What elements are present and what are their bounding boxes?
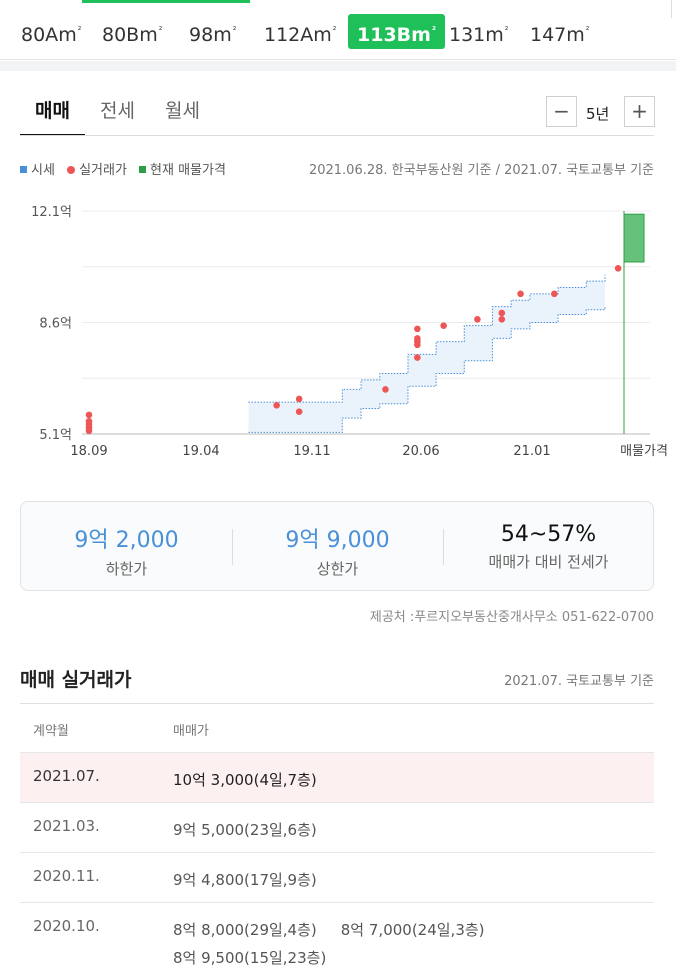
tab-monthly-rent[interactable]: 월세 [165,100,200,122]
market-price-lower-line [248,306,606,433]
upper-price-value: 9억 9,000 [285,528,390,553]
market-price-upper-line [248,274,606,403]
real-deal-point [414,335,421,342]
transactions-table: 계약월 매매가 2021.07. 10억 3,000(4일,7층) 2021.0… [20,703,654,980]
size-tab-98[interactable]: 98m² [189,24,237,46]
square-icon [139,166,147,173]
divider [443,529,444,565]
real-deal-point [517,290,524,298]
divider [232,529,233,565]
period-decrease-button[interactable]: − [546,96,577,127]
x-tick-label: 19.11 [293,444,330,459]
lower-price-label: 하한가 [105,560,148,578]
legend-market-price: 시세 [20,163,59,178]
real-deal-point [295,408,303,415]
size-tab-113b[interactable]: 113Bm² [348,14,445,49]
size-tab-80a[interactable]: 80Am² [21,24,82,46]
row-date: 2021.07. [33,767,100,785]
area-size-tabs: 80Am² 80Bm² 98m² 112Am² 113Bm² 131m² 147… [0,0,676,60]
real-deal-point [85,411,93,419]
row-price: 9억 5,000(23일,6층) [173,821,317,839]
real-deal-point [295,395,303,403]
table-row[interactable]: 2020.10. 8억 8,000(29일,4층) 8억 7,000(24일,3층… [20,903,654,980]
row-price: 8억 7,000(24일,3층) [340,921,485,939]
market-price-band [248,274,605,433]
jeonse-ratio-label: 매매가 대비 전세가 [488,553,609,571]
divider [671,0,672,18]
x-tick-label: 18.09 [70,444,107,459]
row-price: 10억 3,000(4일,7층) [173,771,317,789]
header-contract-month: 계약월 [33,724,69,739]
summary-jeonse-ratio: 54~57% 매매가 대비 전세가 [443,502,654,592]
transactions-source: 2021.07. 국토교통부 기준 [504,674,654,689]
legend-source-note: 2021.06.28. 한국부동산원 기준 / 2021.07. 국토교통부 기… [308,163,654,178]
table-header: 계약월 매매가 [20,704,654,753]
summary-lower-price: 9억 2,000 하한가 [21,502,232,592]
row-price: 8억 8,000(29일,4층) [173,921,317,939]
transactions-title: 매매 실거래가 [20,669,132,691]
real-deal-point [273,402,280,409]
real-deal-point [474,316,481,323]
row-prices: 9억 5,000(23일,6층) [173,803,654,852]
tab-jeonse[interactable]: 전세 [100,100,135,122]
real-deal-point [440,322,447,329]
tab-sale[interactable]: 매매 [35,100,70,122]
x-tick-label: 19.04 [182,444,219,459]
row-date: 2021.03. [33,817,100,835]
x-tick-label: 20.06 [402,444,439,459]
y-tick-label: 8.6억 [39,317,72,332]
table-row[interactable]: 2021.03. 9억 5,000(23일,6층) [20,803,654,853]
size-tab-112a[interactable]: 112Am² [264,24,337,46]
chart-legend: 시세 실거래가 현재 매물가격 [20,159,234,178]
row-prices: 8억 8,000(29일,4층) 8억 7,000(24일,3층) 8억 9,50… [173,903,654,980]
real-deal-point [551,290,558,298]
section-separator [0,61,676,71]
real-deal-point [382,386,389,393]
price-summary: 9억 2,000 하한가 9억 9,000 상한가 54~57% 매매가 대비 … [20,501,654,591]
size-tab-147[interactable]: 147m² [530,24,590,46]
real-deal-point [414,325,421,333]
y-tick-label: 12.1억 [31,205,72,220]
row-price: 8억 9,500(15일,23층) [173,949,327,967]
table-row[interactable]: 2021.07. 10억 3,000(4일,7층) [20,753,654,803]
square-icon [20,166,27,173]
y-tick-label: 5.1억 [39,428,72,443]
dot-icon [67,166,76,174]
legend-listing-price: 현재 매물가격 [139,163,230,178]
real-deal-point [614,265,622,272]
tab-divider [20,135,654,136]
lower-price-value: 9억 2,000 [74,528,179,553]
period-label: 5년 [586,105,610,123]
header-sale-price: 매매가 [173,724,209,739]
row-prices: 9억 4,800(17일,9층) [173,853,654,902]
real-deal-point [414,354,421,361]
real-deal-point [498,316,506,323]
row-date: 2020.10. [33,917,100,935]
size-tab-80b[interactable]: 80Bm² [102,24,163,46]
upper-price-label: 상한가 [316,560,359,578]
period-increase-button[interactable]: + [624,96,655,127]
legend-real-deal: 실거래가 [67,163,131,178]
x-tick-label: 매물가격 [620,444,668,459]
tab-accent-line [82,0,250,3]
row-date: 2020.11. [33,867,100,885]
listing-price-range [623,213,645,263]
row-prices: 10억 3,000(4일,7층) [173,753,654,802]
table-row[interactable]: 2020.11. 9억 4,800(17일,9층) [20,853,654,903]
jeonse-ratio-value: 54~57% [500,522,597,547]
summary-upper-price: 9억 9,000 상한가 [232,502,443,592]
data-provider: 제공처 :푸르지오부동산중개사무소 051-622-0700 [369,610,654,625]
real-deal-point [498,309,506,317]
real-deal-point [85,417,93,425]
row-price: 9억 4,800(17일,9층) [173,871,317,889]
x-tick-label: 21.01 [513,444,550,459]
size-tab-131[interactable]: 131m² [449,24,509,46]
